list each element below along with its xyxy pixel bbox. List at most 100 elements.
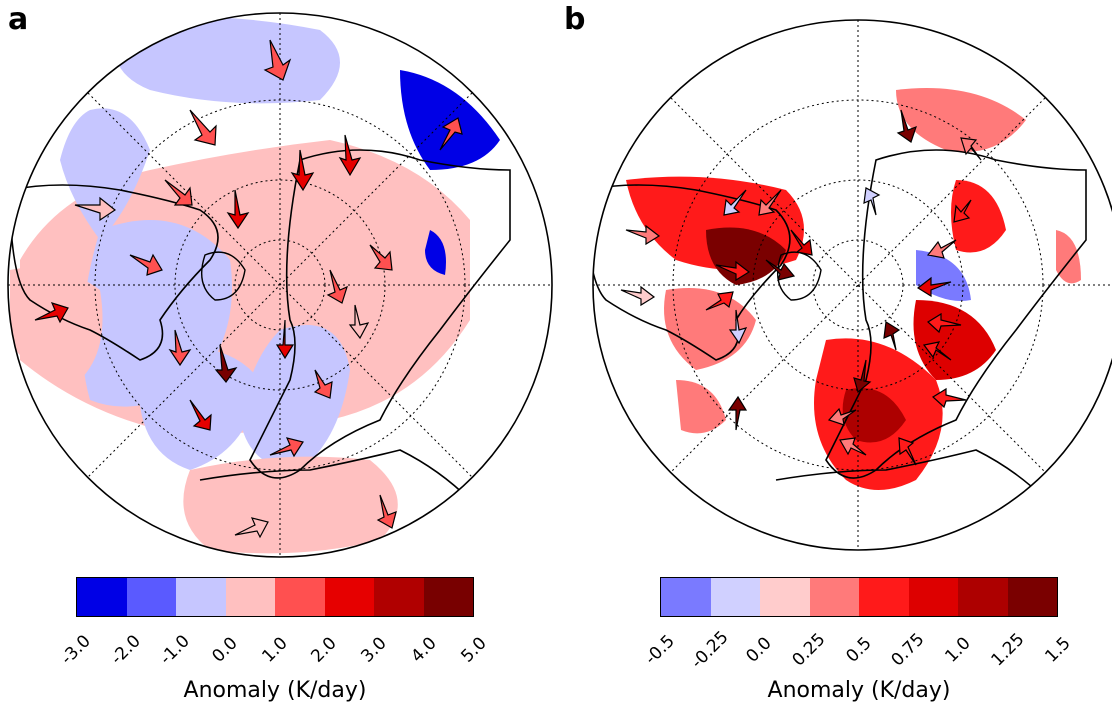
- anomaly-patch: [400, 70, 500, 170]
- colorbar-tick-label: 5.0: [457, 633, 491, 667]
- colorbar: [76, 577, 474, 617]
- arrow-mark: [290, 149, 315, 192]
- colorbar-tick-label: -0.5: [641, 631, 679, 669]
- arrow-mark: [369, 244, 393, 271]
- arrow-mark: [765, 259, 796, 281]
- colorbar-tick-label: 0.5: [842, 633, 876, 667]
- colorbar-tick-label: 0.0: [208, 633, 242, 667]
- anomaly-patch: [896, 88, 1026, 152]
- colorbar-cell: [423, 578, 473, 616]
- colorbar-cell: [324, 578, 374, 616]
- arrow-mark: [226, 189, 250, 230]
- arrow-mark: [827, 407, 857, 426]
- arrow-mark: [263, 39, 292, 81]
- arrow-mark: [326, 269, 348, 304]
- arrow-mark: [164, 179, 193, 206]
- wind-arrows: [620, 109, 982, 466]
- colorbar-title: Anomaly (K/day): [767, 678, 951, 703]
- colorbar-tick-label: -1.0: [156, 631, 194, 669]
- colorbar-tick-label: 3.0: [357, 633, 391, 667]
- colorbar: [660, 577, 1058, 617]
- arrow-mark: [790, 229, 813, 256]
- anomaly-patch: [425, 230, 446, 275]
- greenland-outline: [201, 251, 246, 301]
- coastline: [9, 184, 219, 361]
- colorbar-tick-label: 1.25: [987, 629, 1029, 671]
- colorbar-tick-label: 0.75: [887, 629, 929, 671]
- colorbar-cell: [225, 578, 275, 616]
- wind-arrows: [34, 39, 463, 539]
- colorbar-cell: [126, 578, 176, 616]
- colorbar-tick-label: 1.5: [1041, 633, 1075, 667]
- arrow-mark: [214, 344, 238, 383]
- anomaly-patch: [10, 267, 103, 380]
- panel-letter: a: [8, 2, 29, 37]
- arrow-mark: [168, 329, 192, 367]
- arrow-mark: [129, 253, 163, 276]
- colorbar-tick-label: 4.0: [407, 633, 441, 667]
- arrow-mark: [620, 285, 656, 307]
- panel-letter: b: [564, 2, 586, 37]
- colorbar-tick-label: 2.0: [307, 633, 341, 667]
- colorbar-tick-label: 0.25: [788, 629, 830, 671]
- arrow-mark: [269, 437, 304, 458]
- colorbar-cell: [908, 578, 958, 616]
- colorbar-cell: [275, 578, 325, 616]
- arrow-mark: [439, 117, 463, 151]
- arrow-mark: [758, 189, 782, 216]
- graticule: [8, 13, 552, 557]
- anomaly-patch: [706, 227, 786, 285]
- polar-map-b: [592, 19, 1112, 551]
- arrow-mark: [625, 224, 661, 246]
- colorbar-tick-label: -3.0: [57, 631, 95, 669]
- panel-a: a: [7, 2, 553, 703]
- coastline: [199, 449, 471, 501]
- arrow-mark: [839, 437, 867, 456]
- arrow-mark: [960, 137, 982, 161]
- arrow-mark: [705, 291, 734, 311]
- colorbar-cell: [958, 578, 1008, 616]
- arrow-mark: [34, 302, 69, 324]
- arrow-mark: [932, 387, 967, 409]
- colorbar-cell: [661, 578, 711, 616]
- arrow-mark: [234, 517, 269, 539]
- coastline: [593, 184, 791, 361]
- coastline: [775, 449, 1047, 501]
- arrow-mark: [715, 260, 751, 282]
- anomaly-patch: [951, 180, 1006, 253]
- arrow-mark: [926, 239, 957, 259]
- colorbar-cell: [374, 578, 424, 616]
- anomaly-patch: [114, 16, 341, 104]
- colorbar-tick-label: -2.0: [107, 631, 145, 669]
- polar-map-a: [7, 12, 553, 558]
- anomaly-patch: [138, 348, 260, 470]
- arrow-mark: [898, 437, 917, 466]
- arrow-mark: [727, 395, 748, 431]
- map-boundary: [592, 19, 1112, 551]
- arrow-mark: [275, 319, 295, 360]
- coastline: [825, 149, 1087, 479]
- arrow-mark: [896, 109, 917, 143]
- arrow-mark: [338, 134, 362, 177]
- colorbar-tick-label: -0.25: [687, 627, 733, 673]
- arrow-mark: [376, 494, 397, 529]
- colorbar-cell: [760, 578, 810, 616]
- map-boundary: [7, 12, 553, 558]
- arrow-mark: [883, 321, 901, 351]
- anomaly-patch: [676, 380, 726, 434]
- colorbar-cell: [809, 578, 859, 616]
- arrow-mark: [927, 312, 962, 334]
- arrow-mark: [189, 109, 217, 146]
- arrow-mark: [348, 304, 370, 340]
- arrow-mark: [723, 189, 747, 216]
- arrow-mark: [863, 187, 881, 216]
- colorbar-cell: [710, 578, 760, 616]
- arrow-mark: [922, 341, 952, 361]
- colorbar-tick-label: 0.0: [742, 633, 776, 667]
- colorbar-title: Anomaly (K/day): [183, 678, 367, 703]
- colorbar-cell: [1007, 578, 1057, 616]
- arrow-mark: [916, 276, 952, 298]
- colorbar-tick-label: 1.0: [941, 633, 975, 667]
- colorbar-cell: [77, 578, 127, 616]
- arrow-mark: [189, 399, 212, 431]
